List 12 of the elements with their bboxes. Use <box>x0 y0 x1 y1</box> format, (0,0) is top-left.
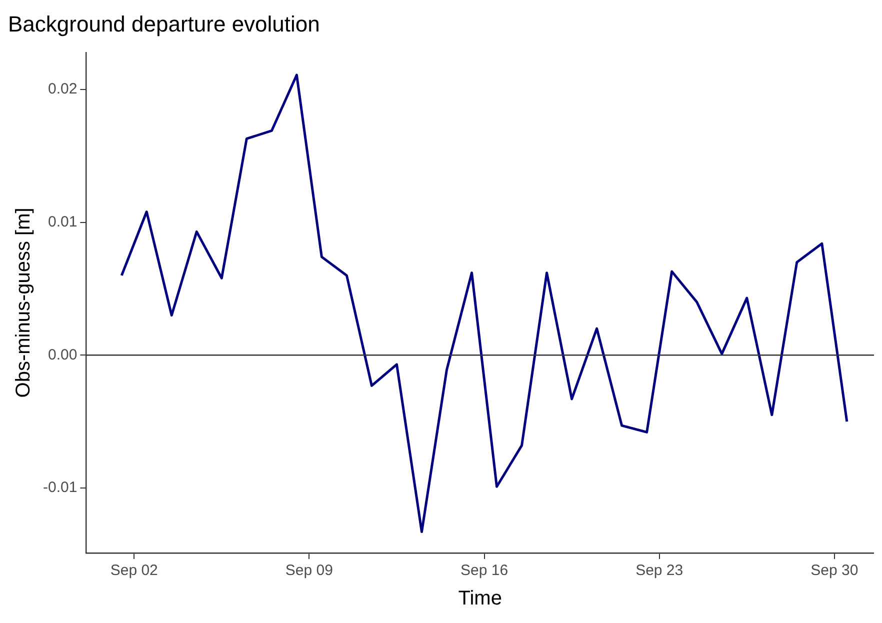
x-tick-label: Sep 02 <box>110 562 158 580</box>
y-tick-label: 0.01 <box>48 214 78 231</box>
y-tick-label: -0.01 <box>42 479 78 496</box>
x-tick-label: Sep 09 <box>285 562 333 580</box>
x-axis-title: Time <box>458 588 502 610</box>
x-tick-label: Sep 30 <box>810 562 858 580</box>
x-tick-label: Sep 16 <box>460 562 508 580</box>
y-tick-label: 0.00 <box>48 346 78 364</box>
y-tick-label: 0.02 <box>48 80 78 98</box>
x-tick-label: Sep 23 <box>636 562 684 580</box>
chart-title: Background departure evolution <box>8 11 320 36</box>
y-axis-title: Obs-minus-guess [m] <box>12 208 35 398</box>
